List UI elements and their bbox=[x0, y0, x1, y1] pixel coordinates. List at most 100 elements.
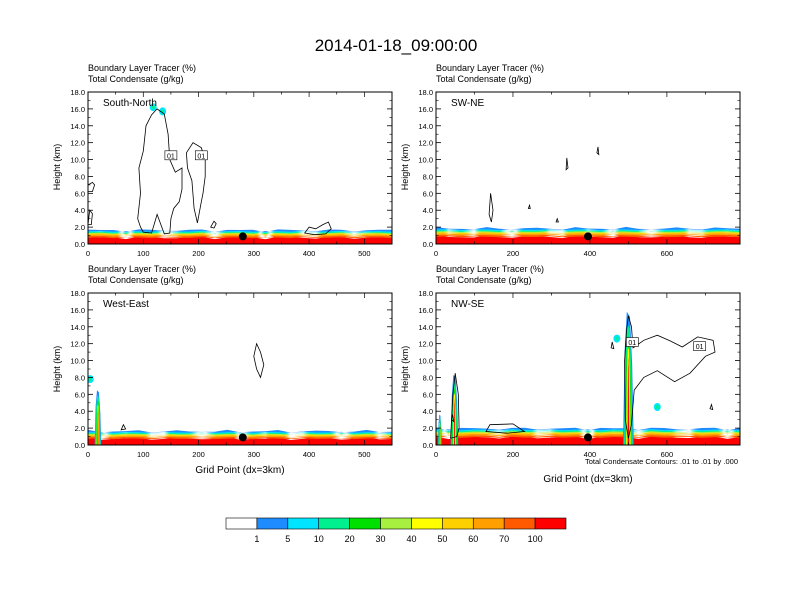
y-tick-label: 2.0 bbox=[75, 424, 85, 433]
y-tick-label: 16.0 bbox=[418, 306, 433, 315]
contour-label-box bbox=[625, 337, 639, 347]
panel-title: NW-SE bbox=[451, 299, 484, 310]
observation-marker bbox=[584, 232, 592, 241]
y-tick-label: 6.0 bbox=[75, 189, 85, 198]
x-tick-label: 500 bbox=[358, 249, 371, 258]
panel-sw-ne: Boundary Layer Tracer (%) Total Condensa… bbox=[400, 63, 741, 258]
condensate-contour bbox=[488, 193, 494, 223]
condensate-contour bbox=[210, 220, 217, 229]
y-tick-label: 8.0 bbox=[423, 172, 433, 181]
y-tick-label: 8.0 bbox=[75, 373, 85, 382]
colorbar-swatch bbox=[472, 517, 505, 530]
y-tick-label: 12.0 bbox=[70, 139, 85, 148]
tracer-plume bbox=[439, 426, 441, 445]
y-axis-label: Height (km) bbox=[52, 346, 62, 393]
panel-south-north: Boundary Layer Tracer (%) Total Condensa… bbox=[52, 63, 393, 258]
x-tick-label: 0 bbox=[86, 450, 90, 459]
panel-subtitle-tracer: Boundary Layer Tracer (%) bbox=[436, 264, 544, 274]
colorbar-label: 30 bbox=[376, 534, 386, 544]
x-tick-label: 200 bbox=[192, 450, 205, 459]
contour-label: 01 bbox=[628, 340, 636, 347]
panel-title: West-East bbox=[103, 299, 149, 310]
colorbar-label: 70 bbox=[499, 534, 509, 544]
y-tick-label: 0.0 bbox=[75, 441, 85, 450]
y-tick-label: 14.0 bbox=[70, 122, 85, 131]
x-tick-label: 0 bbox=[86, 249, 90, 258]
x-tick-label: 200 bbox=[507, 249, 520, 258]
tracer-blob-core bbox=[88, 377, 92, 382]
condensate-contour bbox=[610, 341, 615, 350]
colorbar-label: 100 bbox=[528, 534, 543, 544]
panel-title: SW-NE bbox=[451, 98, 484, 109]
colorbar-swatch bbox=[349, 517, 381, 530]
panel-subtitle-condensate: Total Condensate (g/kg) bbox=[436, 74, 532, 84]
tracer-blob-core bbox=[615, 336, 619, 341]
colorbar-label: 5 bbox=[285, 534, 290, 544]
condensate-contour bbox=[303, 221, 332, 236]
condensate-contour bbox=[450, 373, 460, 439]
x-tick-label: 300 bbox=[248, 450, 261, 459]
panel-subtitle-tracer: Boundary Layer Tracer (%) bbox=[88, 264, 196, 274]
tracer-blob-core bbox=[655, 405, 659, 409]
y-tick-label: 2.0 bbox=[423, 424, 433, 433]
x-tick-label: 100 bbox=[137, 249, 150, 258]
condensate-contour bbox=[709, 403, 714, 411]
y-tick-label: 0.0 bbox=[423, 441, 433, 450]
x-axis-label-left: Grid Point (dx=3km) bbox=[195, 465, 284, 476]
y-tick-label: 10.0 bbox=[70, 156, 85, 165]
condensate-contour bbox=[565, 157, 569, 171]
x-tick-label: 400 bbox=[303, 249, 316, 258]
x-tick-label: 600 bbox=[661, 249, 674, 258]
condensate-contour bbox=[555, 217, 559, 223]
boundary-layer-band bbox=[436, 427, 740, 431]
colorbar-swatch bbox=[287, 517, 320, 530]
boundary-layer-band bbox=[88, 430, 392, 434]
y-tick-label: 10.0 bbox=[418, 156, 433, 165]
boundary-layer-band bbox=[436, 226, 740, 231]
y-axis-label: Height (km) bbox=[52, 144, 62, 191]
y-tick-label: 6.0 bbox=[75, 390, 85, 399]
condensate-contour bbox=[120, 423, 127, 431]
y-tick-label: 10.0 bbox=[418, 357, 433, 366]
boundary-layer-band bbox=[88, 429, 392, 433]
colorbar-label: 10 bbox=[314, 534, 324, 544]
panel-subtitle-tracer: Boundary Layer Tracer (%) bbox=[436, 63, 544, 73]
y-axis-label: Height (km) bbox=[400, 144, 410, 191]
boundary-layer-band bbox=[88, 230, 392, 233]
colorbar-swatch bbox=[503, 517, 536, 530]
condensate-contour bbox=[253, 342, 265, 379]
y-tick-label: 2.0 bbox=[75, 223, 85, 232]
x-tick-label: 0 bbox=[434, 249, 438, 258]
condensate-contour bbox=[88, 209, 93, 225]
contour-label-box bbox=[195, 150, 208, 161]
colorbar-swatch bbox=[225, 517, 258, 530]
boundary-layer-band bbox=[436, 229, 740, 233]
y-tick-label: 16.0 bbox=[70, 306, 85, 315]
boundary-layer-band bbox=[436, 230, 740, 235]
boundary-layer-band bbox=[436, 229, 740, 232]
condensate-contour bbox=[485, 423, 526, 434]
condensate-contour bbox=[185, 142, 206, 223]
x-tick-label: 300 bbox=[248, 249, 261, 258]
y-axis-label: Height (km) bbox=[400, 346, 410, 393]
colorbar-label: 50 bbox=[437, 534, 447, 544]
colorbar-swatch bbox=[442, 517, 474, 530]
boundary-layer-band bbox=[88, 432, 392, 436]
colorbar-label: 20 bbox=[345, 534, 355, 544]
y-tick-label: 2.0 bbox=[423, 223, 433, 232]
y-tick-label: 16.0 bbox=[70, 105, 85, 114]
boundary-layer-band bbox=[88, 236, 392, 244]
y-tick-label: 14.0 bbox=[418, 122, 433, 131]
panel-subtitle-condensate: Total Condensate (g/kg) bbox=[88, 275, 184, 285]
tracer-plume bbox=[627, 364, 630, 445]
panel-west-east: Boundary Layer Tracer (%) Total Condensa… bbox=[52, 264, 393, 459]
colorbar-swatch bbox=[256, 517, 289, 530]
y-tick-label: 8.0 bbox=[75, 172, 85, 181]
boundary-layer-band bbox=[88, 431, 392, 435]
x-tick-label: 600 bbox=[661, 450, 674, 459]
observation-marker bbox=[238, 232, 247, 241]
y-tick-label: 12.0 bbox=[70, 340, 85, 349]
x-axis-label-right: Grid Point (dx=3km) bbox=[543, 474, 632, 485]
